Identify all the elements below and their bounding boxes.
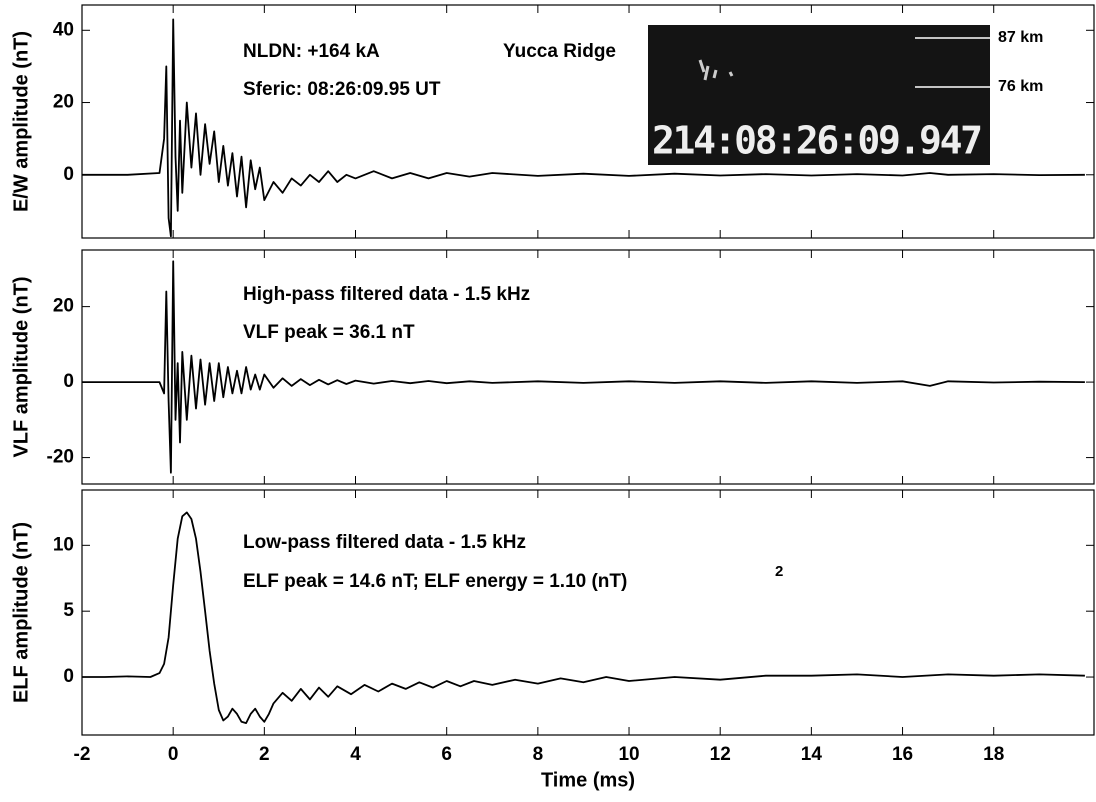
y-axis-label: E/W amplitude (nT) [10, 31, 32, 212]
plot-frame [81, 489, 1095, 736]
x-tick-label: 14 [801, 744, 823, 765]
image-frame [648, 25, 990, 165]
camera-image: 87 km 76 km 214:08:26:09.947 [648, 25, 1043, 165]
plot-frame [81, 249, 1095, 485]
x-tick-label: 16 [892, 744, 913, 765]
y-tick-label: 0 [63, 666, 74, 687]
x-tick-label: 6 [441, 744, 452, 765]
plot-frame [81, 4, 1095, 239]
annotation: VLF peak = 36.1 nT [243, 322, 415, 343]
x-tick-label: 12 [710, 744, 731, 765]
x-tick-label: 10 [618, 744, 639, 765]
sprite-glow [698, 59, 734, 81]
x-tick-label: 18 [983, 744, 1004, 765]
altitude-label: 87 km [998, 29, 1043, 46]
y-tick-label: 0 [63, 164, 74, 185]
annotation: Sferic: 08:26:09.95 UT [243, 79, 441, 100]
x-tick-label: 0 [168, 744, 179, 765]
annotation: High-pass filtered data - 1.5 kHz [243, 284, 530, 305]
altitude-label: 76 km [998, 78, 1043, 95]
y-tick-label: 0 [63, 371, 74, 392]
x-axis-label: Time (ms) [541, 769, 635, 791]
x-tick-label: 8 [533, 744, 544, 765]
y-tick-label: -20 [47, 447, 74, 468]
y-tick-label: 10 [53, 534, 74, 555]
y-tick-label: 20 [53, 296, 74, 317]
annotation: ELF peak = 14.6 nT; ELF energy = 1.10 (n… [243, 571, 627, 592]
waveform [82, 511, 1085, 724]
x-tick-label: 4 [350, 744, 361, 765]
x-tick-label: -2 [74, 744, 91, 765]
y-tick-label: 40 [53, 19, 74, 40]
annotation: Yucca Ridge [503, 41, 616, 62]
y-tick-label: 5 [63, 600, 74, 621]
waveform [82, 18, 1085, 238]
annotation: Low-pass filtered data - 1.5 kHz [243, 532, 526, 553]
annotation: NLDN: +164 kA [243, 41, 380, 62]
timestamp: 214:08:26:09.947 [652, 119, 984, 163]
waveform [82, 260, 1085, 474]
superscript: 2 [775, 563, 783, 580]
y-axis-label: VLF amplitude (nT) [10, 276, 32, 457]
y-tick-label: 20 [53, 92, 74, 113]
x-tick-label: 2 [259, 744, 270, 765]
y-axis-label: ELF amplitude (nT) [10, 522, 32, 703]
